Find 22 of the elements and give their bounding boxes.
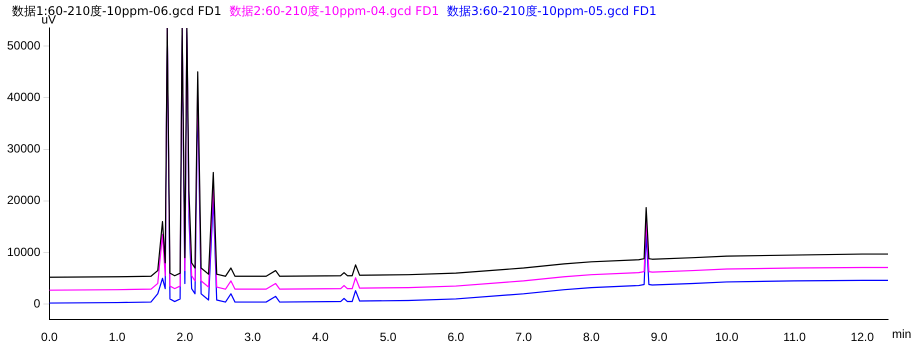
x-tick-label: 5.0 [380, 330, 397, 344]
x-tick-label: 12.0 [850, 330, 874, 344]
x-tick-label: 1.0 [108, 330, 126, 344]
x-tick-label: 10.0 [715, 330, 739, 344]
x-tick-label: 4.0 [312, 330, 329, 344]
text: 数据3:60-210度-10ppm-05.gcd FD1 [447, 4, 657, 18]
x-tick-label: 9.0 [650, 330, 668, 344]
y-tick-label: 40000 [6, 90, 41, 104]
x-tick-label: 11.0 [783, 330, 806, 344]
y-tick-label: 20000 [6, 193, 41, 208]
text: 数据2:60-210度-10ppm-04.gcd FD1 [230, 4, 440, 18]
x-tick-label: 2.0 [176, 330, 194, 344]
x-tick-label: 8.0 [582, 330, 600, 344]
y-tick-label: 50000 [6, 38, 41, 52]
x-tick-label: 6.0 [447, 330, 464, 344]
x-tick-label: 3.0 [244, 330, 262, 344]
y-tick-label: 30000 [6, 142, 41, 156]
x-tick-label: 0.0 [41, 330, 58, 344]
y-tick-label: 10000 [6, 244, 41, 259]
y-tick-label: 0 [34, 296, 41, 310]
x-tick-label: 7.0 [515, 330, 532, 344]
x-axis-title: min [892, 326, 912, 341]
